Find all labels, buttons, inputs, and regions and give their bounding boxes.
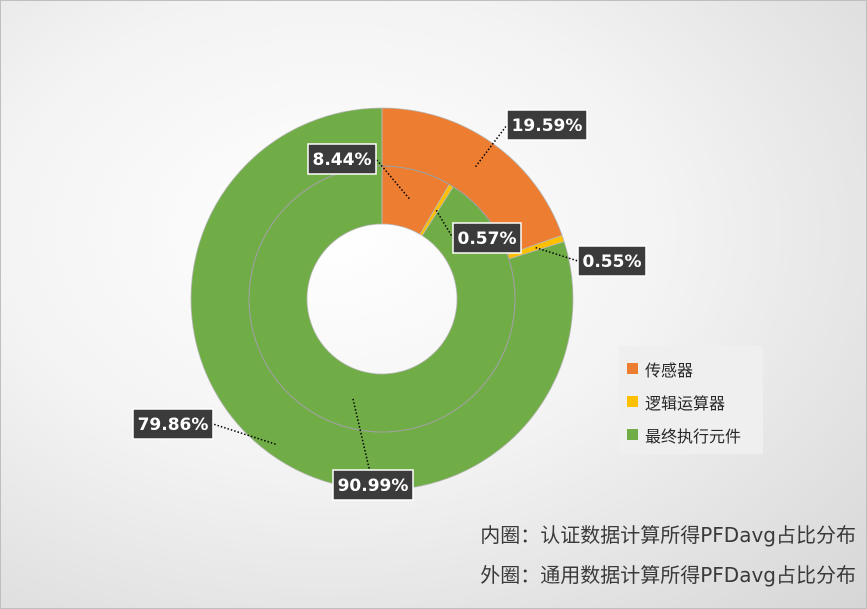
legend-label-actuator: 最终执行元件: [645, 426, 742, 446]
legend: 传感器 逻辑运算器 最终执行元件: [619, 346, 763, 454]
inner-ring-label-box-logic: [452, 222, 522, 254]
legend-item-logic: 逻辑运算器: [627, 385, 755, 418]
note-inner-ring: 内圈：认证数据计算所得PFDavg占比分布: [480, 523, 856, 547]
inner-ring-slice-actuator: [248, 165, 516, 433]
legend-swatch-sensor: [627, 363, 638, 374]
outer-ring-label-sensor: 19.59%: [512, 116, 583, 136]
outer-ring-label-box-logic: [577, 245, 647, 277]
legend-item-sensor: 传感器: [627, 352, 755, 385]
outer-ring-label-box-actuator: [132, 408, 214, 440]
outer-ring-label-actuator: 79.86%: [138, 415, 209, 435]
outer-ring-label-box-sensor: [506, 109, 588, 141]
outer-ring-label-logic: 0.55%: [583, 252, 642, 272]
outer-ring-leader-logic: [535, 246, 579, 262]
inner-ring-label-sensor: 8.44%: [313, 150, 372, 170]
outer-ring-leader-actuator: [212, 423, 276, 445]
inner-ring-label-actuator: 90.99%: [338, 476, 409, 496]
legend-swatch-actuator: [627, 429, 638, 440]
legend-swatch-logic: [627, 396, 638, 407]
inner-ring-label-logic: 0.57%: [458, 229, 517, 249]
legend-label-sensor: 传感器: [645, 360, 694, 380]
inner-ring-leader-sensor: [375, 158, 410, 200]
note-outer-ring: 外圈：通用数据计算所得PFDavg占比分布: [480, 563, 856, 587]
inner-ring-label-box-sensor: [307, 143, 377, 175]
legend-label-logic: 逻辑运算器: [645, 393, 726, 413]
inner-ring-label-box-actuator: [332, 469, 414, 501]
legend-item-actuator: 最终执行元件: [627, 418, 755, 451]
